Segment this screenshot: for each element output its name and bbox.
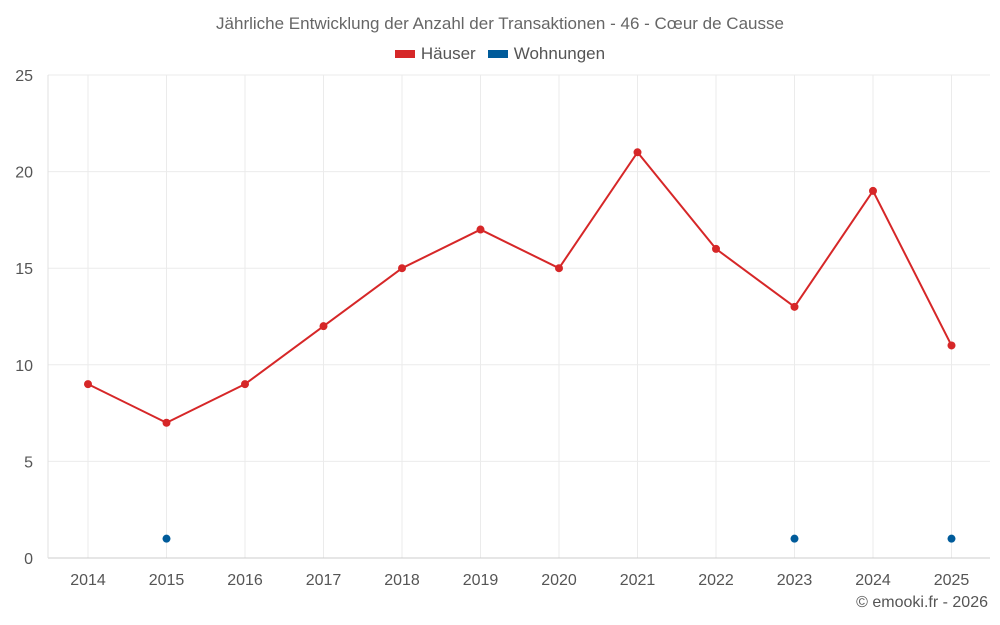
x-tick-label: 2024 <box>855 572 891 589</box>
data-point-haeuser <box>947 341 956 350</box>
data-point-haeuser <box>241 380 249 389</box>
data-point-wohnungen <box>790 534 799 543</box>
x-tick-label: 2015 <box>149 572 185 589</box>
data-point-wohnungen <box>162 534 171 543</box>
data-point-haeuser <box>790 302 799 311</box>
x-tick-label: 2023 <box>777 572 813 589</box>
data-point-haeuser <box>319 322 328 331</box>
x-tick-label: 2025 <box>934 572 970 589</box>
data-point-wohnungen <box>947 534 956 543</box>
x-tick-label: 2022 <box>698 572 734 589</box>
data-point-haeuser <box>476 225 485 234</box>
data-point-haeuser <box>162 418 171 427</box>
legend-swatch-wohnungen <box>487 50 508 58</box>
legend-label-haeuser: Häuser <box>420 44 476 63</box>
data-point-haeuser <box>869 186 877 195</box>
series-line-haeuser <box>87 151 953 424</box>
data-point-haeuser <box>398 264 406 273</box>
y-tick-label: 20 <box>15 165 33 182</box>
y-tick-label: 15 <box>15 261 33 278</box>
x-tick-label: 2018 <box>384 572 420 589</box>
x-tick-label: 2017 <box>306 572 342 589</box>
x-tick-label: 2020 <box>541 572 577 589</box>
copyright-footer: © emooki.fr - 2026 <box>856 594 988 611</box>
x-tick-label: 2016 <box>227 572 263 589</box>
data-point-haeuser <box>712 244 720 253</box>
y-tick-label: 5 <box>24 454 33 471</box>
legend: Häuser Wohnungen <box>0 44 1000 64</box>
data-point-haeuser <box>555 264 563 273</box>
y-tick-label: 10 <box>15 358 33 375</box>
data-point-haeuser <box>633 148 642 157</box>
y-tick-label: 0 <box>24 551 33 568</box>
data-point-haeuser <box>84 380 92 389</box>
legend-item-wohnungen[interactable]: Wohnungen <box>487 44 606 64</box>
x-tick-label: 2019 <box>463 572 499 589</box>
x-tick-label: 2021 <box>620 572 656 589</box>
legend-swatch-haeuser <box>394 50 415 58</box>
legend-label-wohnungen: Wohnungen <box>513 44 606 63</box>
y-tick-label: 25 <box>15 68 33 85</box>
legend-item-haeuser[interactable]: Häuser <box>394 44 476 64</box>
x-tick-label: 2014 <box>70 572 106 589</box>
chart-title: Jährliche Entwicklung der Anzahl der Tra… <box>216 14 784 33</box>
